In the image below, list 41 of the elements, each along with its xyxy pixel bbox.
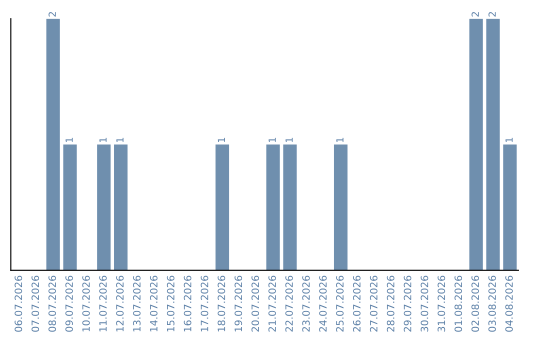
x-tick-label: 06.07.2026 xyxy=(14,276,22,332)
x-tick-label: 23.07.2026 xyxy=(302,276,310,332)
x-tick-label: 22.07.2026 xyxy=(285,276,293,332)
data-label: 1 xyxy=(268,138,276,142)
x-tick-label: 11.07.2026 xyxy=(99,276,107,332)
x-tick-label: 24.07.2026 xyxy=(319,276,327,332)
x-tick-label: 21.07.2026 xyxy=(268,276,276,332)
x-tick-label: 19.07.2026 xyxy=(234,276,242,332)
data-label: 1 xyxy=(66,138,73,142)
x-tick-label: 26.07.2026 xyxy=(352,276,361,332)
x-tick-label: 25.07.2026 xyxy=(336,276,344,332)
x-tick-label: 29.07.2026 xyxy=(404,276,412,332)
x-tick-label: 20.07.2026 xyxy=(251,276,260,332)
x-tick-label: 08.07.2026 xyxy=(48,276,56,332)
x-tick-label: 31.07.2026 xyxy=(438,276,446,332)
data-label: 1 xyxy=(286,138,293,142)
x-tick-label: 02.08.2026 xyxy=(471,276,479,332)
x-tick-label: 12.07.2026 xyxy=(116,276,124,332)
x-tick-label: 04.08.2026 xyxy=(505,276,513,332)
x-tick-label: 17.07.2026 xyxy=(200,276,208,332)
data-label: 1 xyxy=(116,138,124,142)
x-tick-label: 16.07.2026 xyxy=(184,276,192,332)
data-label: 1 xyxy=(506,138,513,142)
data-label: 2 xyxy=(472,12,479,17)
x-tick-label: 28.07.2026 xyxy=(386,276,394,332)
x-tick-label: 10.07.2026 xyxy=(82,276,90,332)
x-tick-label: 30.07.2026 xyxy=(420,276,428,332)
data-label: 1 xyxy=(218,138,225,142)
data-label: 1 xyxy=(336,138,344,142)
data-label: 1 xyxy=(99,138,107,142)
x-tick-label: 13.07.2026 xyxy=(133,276,141,332)
x-tick-label: 07.07.2026 xyxy=(32,276,40,332)
x-tick-label: 15.07.2026 xyxy=(166,276,174,332)
x-tick-label: 14.07.2026 xyxy=(150,276,158,332)
data-label: 2 xyxy=(48,12,56,17)
x-tick-label: 18.07.2026 xyxy=(218,276,226,332)
x-tick-label: 27.07.2026 xyxy=(370,276,378,332)
x-tick-label: 09.07.2026 xyxy=(65,276,73,332)
data-label: 2 xyxy=(488,12,496,17)
x-tick-label: 03.08.2026 xyxy=(488,276,496,332)
x-tick-label: 01.08.2026 xyxy=(454,276,462,332)
